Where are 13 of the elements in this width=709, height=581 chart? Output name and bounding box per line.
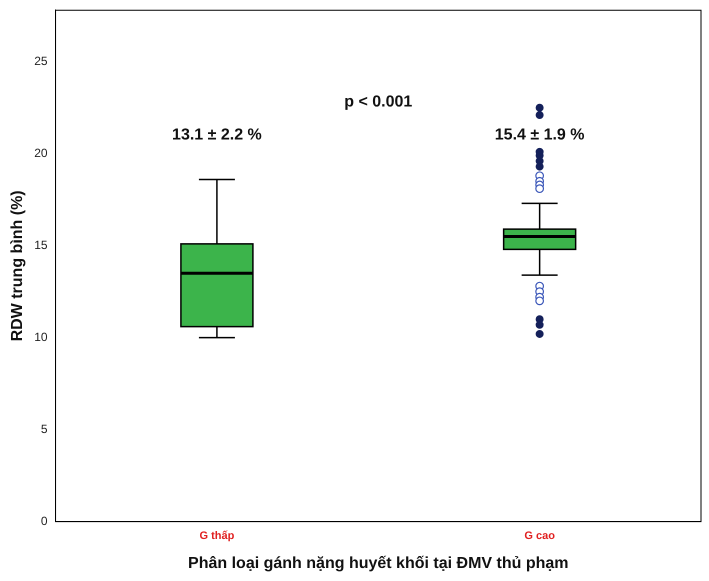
x-tick-label: G thấp [199, 530, 235, 542]
y-tick-label: 20 [34, 146, 48, 160]
annotation: 13.1 ± 2.2 % [172, 126, 262, 144]
y-tick-label: 25 [34, 54, 48, 68]
annotation: 15.4 ± 1.9 % [494, 126, 585, 144]
x-axis-title: Phân loại gánh nặng huyết khối tại ĐMV thủ phạm [188, 554, 569, 572]
y-tick-label: 5 [40, 422, 48, 436]
y-tick-label: 0 [40, 514, 48, 528]
annotation: p < 0.001 [344, 94, 412, 111]
x-tick-label: G cao [524, 530, 556, 542]
y-tick-label: 15 [34, 238, 48, 252]
y-tick-label: 10 [34, 330, 48, 344]
y-axis-title: RDW trung bình (%) [9, 190, 26, 342]
